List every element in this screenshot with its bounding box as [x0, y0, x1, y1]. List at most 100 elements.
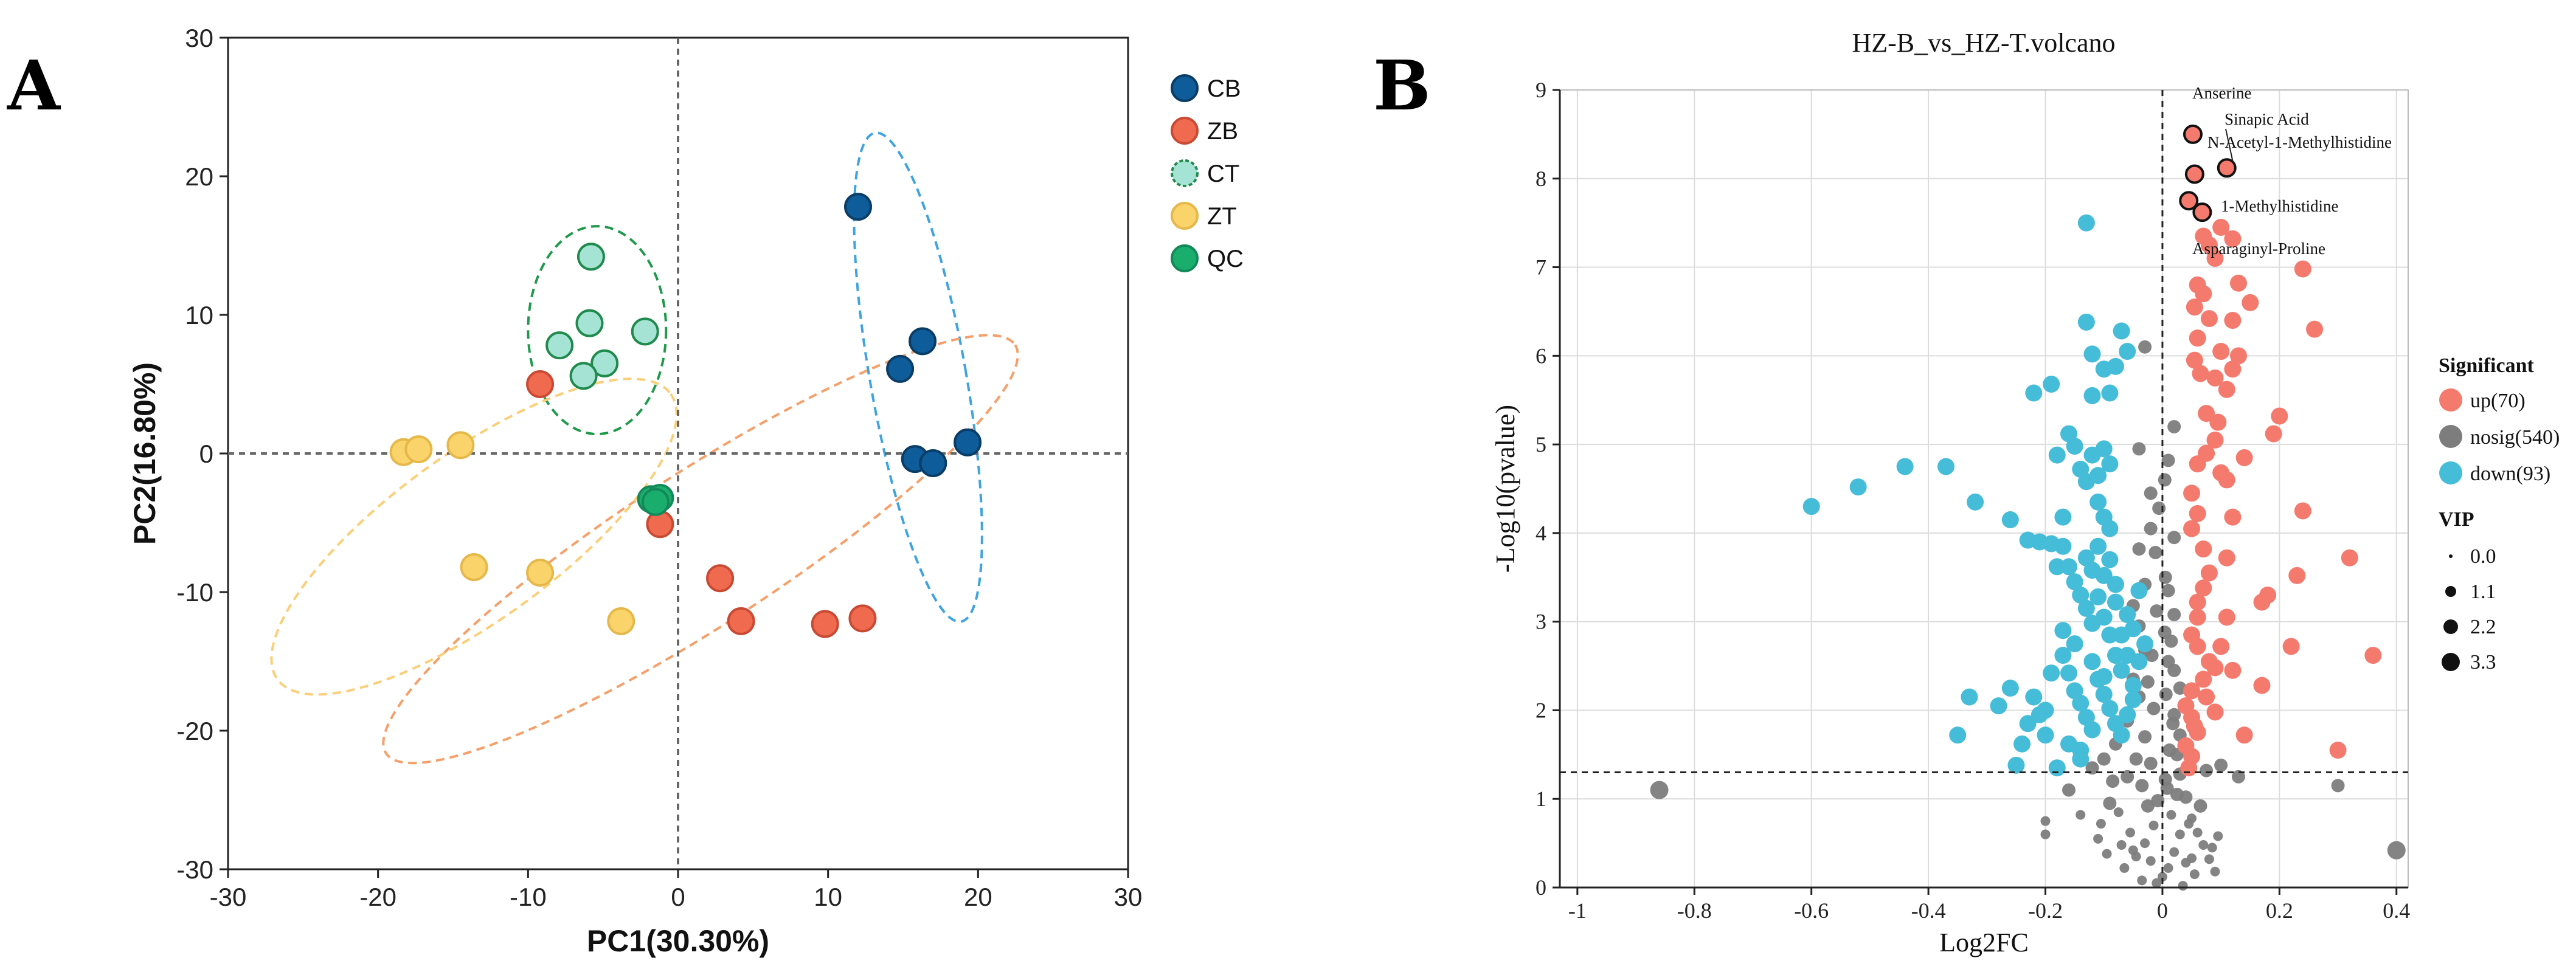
point-nosig	[2204, 854, 2214, 864]
point-nosig	[2198, 840, 2209, 850]
legend-marker-qc	[1171, 244, 1199, 272]
point-down	[2083, 345, 2101, 363]
y-tick-label: -20	[176, 717, 213, 745]
point-cb	[886, 354, 915, 383]
point-down	[2095, 686, 2113, 703]
point-zb	[706, 564, 735, 593]
point-down	[2101, 384, 2119, 402]
point-up	[2189, 608, 2206, 626]
point-down	[2130, 653, 2148, 670]
annotation-connector	[2225, 128, 2234, 162]
point-down	[2060, 558, 2077, 576]
point-down	[2077, 599, 2095, 617]
volcano-points	[1650, 124, 2406, 891]
point-zb	[526, 370, 555, 398]
point-down	[2054, 537, 2072, 555]
point-up	[2230, 347, 2247, 365]
point-up	[2282, 638, 2300, 655]
pca-points	[389, 193, 982, 638]
confidence-ellipse-ct	[527, 225, 668, 436]
legend-marker-down	[2439, 461, 2462, 484]
point-nosig	[2210, 866, 2220, 877]
pca-reference-lines	[228, 38, 1128, 869]
pca-y-axis-label: PC2(16.80%)	[128, 362, 162, 545]
point-nosig	[2076, 810, 2086, 820]
point-up	[2224, 230, 2242, 247]
x-tick-label: -20	[359, 883, 396, 911]
point-down	[2107, 593, 2124, 611]
point-nosig	[2140, 838, 2150, 849]
y-tick-label: 7	[1536, 255, 1546, 280]
point-nosig	[2125, 827, 2136, 838]
y-tick-label: 0	[199, 439, 213, 468]
x-tick-label: 20	[964, 883, 992, 911]
legend-label-nosig: nosig(540)	[2470, 426, 2560, 449]
point-nosig	[2161, 655, 2175, 669]
point-nosig	[2096, 819, 2106, 829]
point-cb	[919, 449, 947, 477]
point-nosig	[2200, 763, 2214, 777]
point-nosig	[2135, 779, 2149, 793]
pca-plot: -30 -20 -10 0 10 20 30 -30 -20 -10 0 10 20 30 PC1(30.…	[128, 24, 1244, 958]
point-nosig	[2167, 531, 2181, 545]
point-down	[2124, 620, 2142, 638]
point-nosig	[2145, 856, 2156, 866]
annotation-label: Anserine	[2192, 84, 2251, 102]
point-zb	[727, 607, 755, 635]
volcano-y-axis-label: -Log10(pvalue)	[1491, 405, 1520, 573]
point-nosig	[2184, 819, 2194, 829]
point-up	[2195, 670, 2212, 688]
y-tick-label: -30	[176, 855, 213, 884]
pca-ticks: -30 -20 -10 0 10 20 30 -30 -20 -10 0 10 20 30	[176, 24, 1142, 911]
legend-marker-ct	[1171, 159, 1199, 187]
legend-label-vip: 2.2	[2470, 616, 2496, 638]
x-tick-label: -30	[210, 883, 247, 911]
point-down	[1849, 478, 1867, 496]
point-up	[2189, 276, 2206, 294]
point-up	[2224, 508, 2242, 526]
point-up	[2186, 717, 2203, 735]
point-down	[2072, 586, 2090, 604]
point-nosig	[2062, 783, 2076, 797]
point-down	[2119, 706, 2136, 723]
point-nosig	[2157, 872, 2167, 882]
legend-label-vip: 1.1	[2470, 581, 2496, 603]
point-up	[2183, 484, 2201, 502]
point-up	[2224, 661, 2242, 679]
y-tick-label: 9	[1536, 78, 1546, 102]
point-down	[1937, 458, 1955, 475]
point-ct	[569, 362, 598, 390]
point-nosig	[2169, 847, 2180, 857]
legend-marker-vip	[2445, 586, 2456, 597]
legend-label-vip: 0.0	[2470, 545, 2496, 568]
point-nosig	[2138, 730, 2152, 744]
point-nosig	[2144, 522, 2158, 536]
point-nosig	[2152, 502, 2166, 515]
point-nosig	[2148, 820, 2159, 830]
point-up	[2288, 567, 2306, 584]
annotation-label: 1-Methylhistidine	[2221, 197, 2338, 215]
x-tick-label: -0.6	[1794, 898, 1829, 923]
point-up	[2189, 505, 2206, 522]
point-nosig	[2166, 717, 2180, 731]
point-nosig	[2166, 810, 2176, 820]
point-up	[2189, 329, 2206, 347]
point-down	[1896, 458, 1914, 475]
point-nosig	[2170, 787, 2184, 801]
point-down	[2048, 446, 2066, 464]
point-down	[2072, 750, 2090, 768]
point-down	[2043, 664, 2060, 682]
point-down	[2101, 520, 2119, 537]
legend-marker-zt	[1171, 202, 1199, 230]
point-up	[2192, 365, 2209, 382]
point-down	[2136, 635, 2154, 653]
point-down	[2090, 467, 2107, 484]
point-up	[2189, 593, 2206, 611]
point-down	[2083, 387, 2101, 404]
point-nosig	[2232, 770, 2245, 784]
point-down	[2054, 647, 2072, 664]
point-nosig	[2150, 604, 2164, 618]
point-down	[2101, 551, 2119, 568]
point-cb	[909, 327, 937, 356]
